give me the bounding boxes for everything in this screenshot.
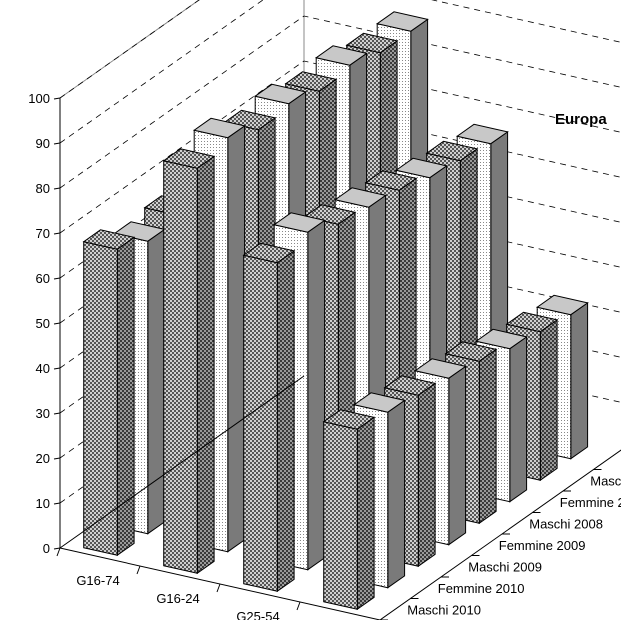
- y-tick-label: 100: [28, 91, 50, 106]
- bar-front: [163, 160, 198, 574]
- y-tick: [53, 412, 61, 415]
- bar-top: [322, 409, 376, 430]
- floor-left-edge: [59, 375, 305, 549]
- y-tick: [53, 97, 61, 100]
- series-label: Maschi 2009: [468, 559, 542, 574]
- bar-side: [147, 228, 166, 535]
- bar-top: [364, 170, 418, 191]
- bar-front: [243, 254, 278, 592]
- bar-front: [83, 241, 118, 556]
- bar-top: [272, 212, 326, 233]
- x-tick-label: G25-54: [236, 609, 279, 620]
- bar-top: [394, 157, 448, 179]
- x-tick: [136, 565, 141, 575]
- bar-top: [162, 148, 216, 169]
- bar: [242, 242, 296, 593]
- x-tick: [56, 547, 61, 557]
- y-tick-label: 90: [36, 136, 50, 151]
- bar-side: [448, 365, 467, 546]
- y-tick-label: 30: [36, 406, 50, 421]
- bar-top: [253, 83, 307, 105]
- bar-top: [455, 123, 509, 145]
- bar-side: [478, 348, 497, 525]
- bar: [82, 229, 136, 557]
- chart-title: Europa: [555, 111, 607, 128]
- bar-top: [333, 187, 387, 208]
- bar: [162, 148, 216, 575]
- x-tick: [296, 601, 301, 611]
- bar-top: [345, 32, 399, 54]
- bar-front: [323, 421, 358, 610]
- x-tick: [216, 583, 221, 593]
- bar-top: [444, 341, 498, 362]
- y-tick-label: 80: [36, 181, 50, 196]
- series-label: Femmine 2010: [438, 581, 525, 596]
- bar-side: [307, 219, 326, 571]
- y-tick-label: 40: [36, 361, 50, 376]
- gridline: [59, 0, 621, 144]
- bar-top: [375, 11, 429, 32]
- bar-side: [387, 399, 406, 589]
- bar-side: [276, 249, 295, 593]
- series-label: Maschi 2007: [590, 473, 621, 488]
- bar-side: [196, 155, 215, 575]
- series-label: Femmine 2008: [560, 495, 621, 510]
- series-label: Maschi 2010: [407, 602, 481, 617]
- y-tick-label: 70: [36, 226, 50, 241]
- y-tick-label: 10: [36, 496, 50, 511]
- chart-labels: 0 10 20 30 40 50 60 70 80 90 100 G16-74 G16-24 G25-54…: [28, 91, 621, 620]
- bar-top: [82, 229, 136, 250]
- bar-top: [192, 117, 246, 139]
- bar-top: [314, 45, 368, 66]
- bar-side: [509, 335, 528, 503]
- bar-top: [383, 375, 437, 396]
- y-tick: [53, 142, 61, 145]
- bar-top: [352, 392, 406, 413]
- bar-side: [539, 318, 558, 482]
- bar-side: [570, 301, 589, 460]
- bar-side: [116, 236, 135, 557]
- bar-top: [505, 311, 559, 333]
- bar-side: [227, 124, 246, 553]
- bar-side: [417, 382, 436, 568]
- bar-top: [284, 71, 338, 92]
- gridline: [59, 60, 621, 234]
- bar-top: [474, 328, 528, 350]
- series-label: Maschi 2008: [529, 516, 603, 531]
- y-tick-label: 60: [36, 271, 50, 286]
- y-tick: [53, 277, 61, 280]
- gridline: [59, 15, 621, 189]
- chart-bars: [82, 11, 589, 611]
- y-tick: [53, 457, 61, 460]
- bar-top: [413, 358, 467, 379]
- gridline: [59, 0, 200, 99]
- y-tick-label: 50: [36, 316, 50, 331]
- bar-side: [356, 416, 375, 611]
- x-tick-label: G16-74: [76, 573, 119, 588]
- bar-top: [535, 294, 589, 316]
- y-tick-label: 0: [43, 541, 50, 556]
- bar-top: [242, 242, 296, 264]
- bar-top: [425, 140, 479, 162]
- chart-axes: [53, 97, 621, 620]
- x-tick-label: G16-24: [156, 591, 199, 606]
- y-tick: [53, 187, 61, 190]
- series-label: Femmine 2009: [499, 538, 586, 553]
- y-tick-label: 20: [36, 451, 50, 466]
- y-tick: [53, 322, 61, 325]
- y-tick: [53, 232, 61, 235]
- bar: [322, 409, 376, 611]
- y-tick: [53, 367, 61, 370]
- y-tick: [53, 502, 61, 505]
- y-tick: [53, 547, 61, 550]
